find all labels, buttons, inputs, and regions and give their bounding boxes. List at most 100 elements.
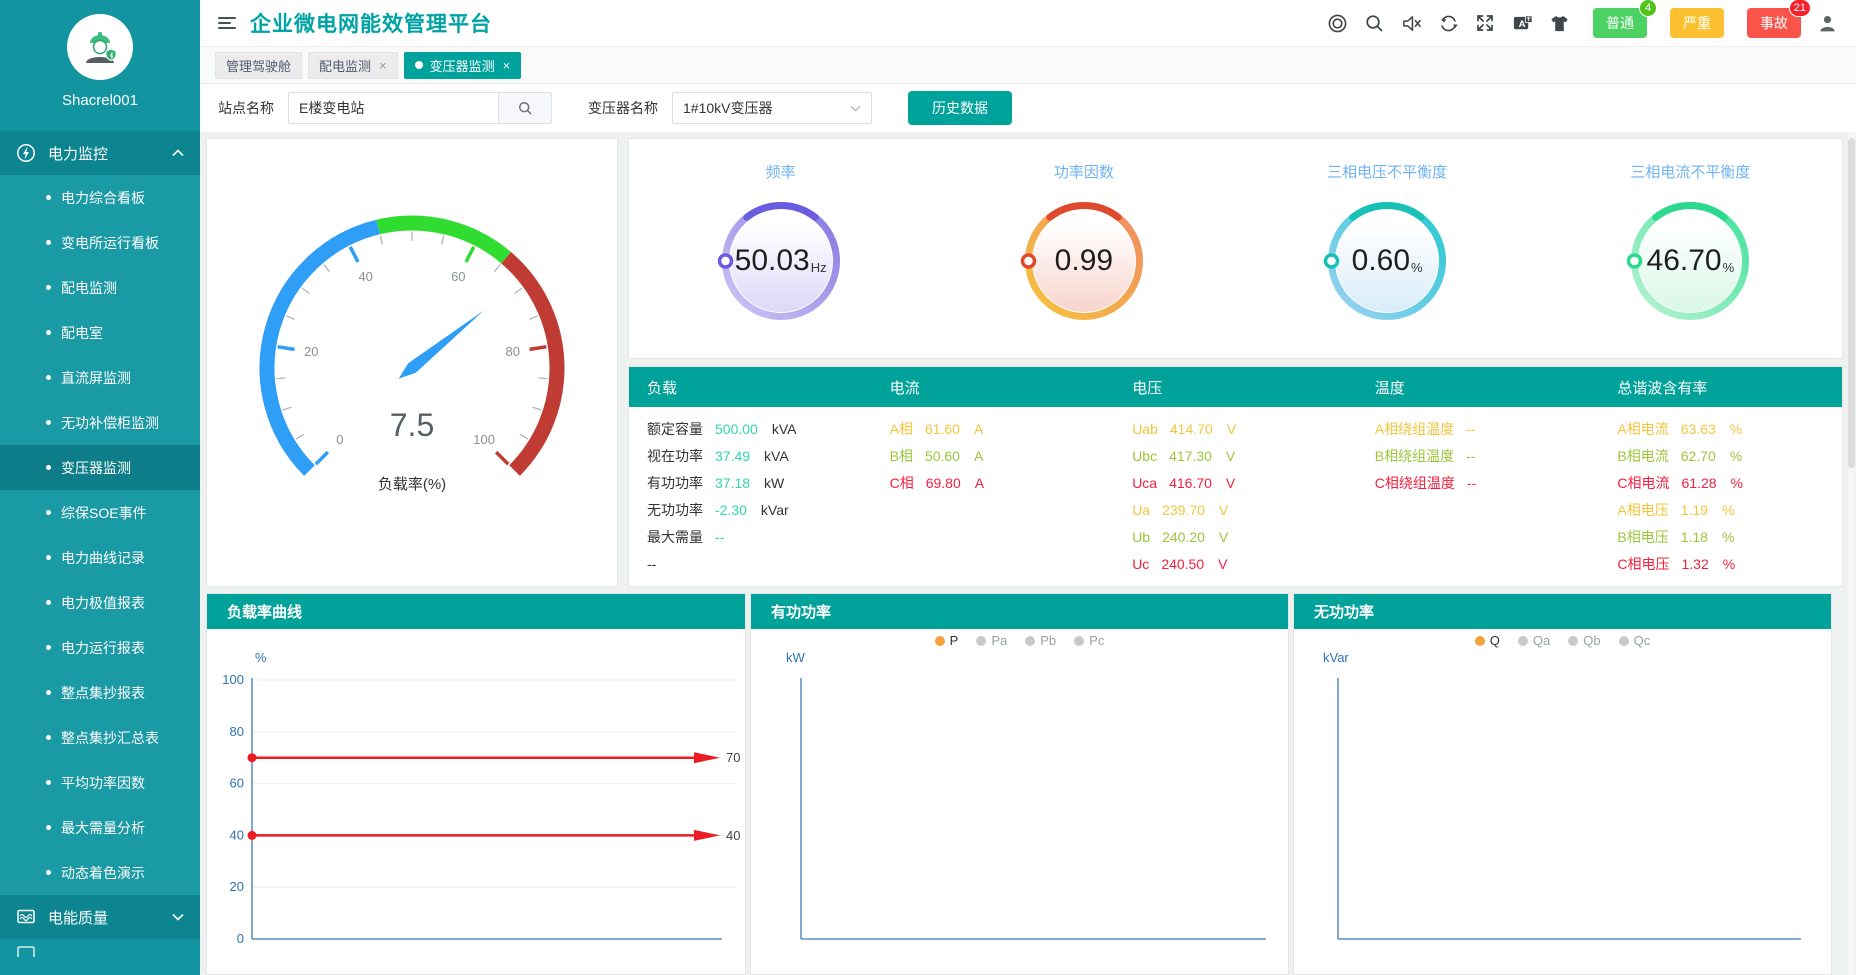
- sidebar-item-0[interactable]: 电力综合看板: [0, 175, 200, 220]
- svg-text:A: A: [1518, 18, 1525, 29]
- sidebar-menu: 电力监控 电力综合看板 变电所运行看板配电监测配电室 直流屏监测 无功补偿柜监测 变压器…: [0, 131, 200, 957]
- search-button[interactable]: [498, 92, 552, 124]
- sidebar-item-label: 电力运行报表: [61, 639, 145, 656]
- target-icon[interactable]: [1326, 12, 1348, 34]
- close-tab-icon[interactable]: ×: [502, 57, 511, 73]
- row-value: --: [1466, 420, 1476, 437]
- table-row: A相电压 1.19%: [1599, 496, 1842, 523]
- alarm-button-severe[interactable]: 严重: [1670, 8, 1724, 38]
- row-unit: V: [1225, 474, 1236, 491]
- column-header-0: 负载: [647, 379, 678, 397]
- kpi-title: 频率: [765, 164, 796, 181]
- avatar-wrap: Shacrel001: [0, 0, 200, 109]
- mute-icon[interactable]: [1400, 12, 1422, 34]
- sidebar-item-10[interactable]: 电力运行报表: [0, 625, 200, 670]
- reactive-power-chart[interactable]: kVar Q Qa Qb Qc: [1294, 629, 1831, 974]
- vertical-scrollbar[interactable]: [1848, 132, 1855, 975]
- sidebar-item-11[interactable]: 整点集抄报表: [0, 670, 200, 715]
- bullet-icon: [46, 735, 51, 740]
- sidebar-item-5[interactable]: 无功补偿柜监测: [0, 400, 200, 445]
- fullscreen-icon[interactable]: [1474, 12, 1496, 34]
- legend-item-P[interactable]: P: [934, 633, 958, 648]
- legend-item-Qb[interactable]: Qb: [1568, 633, 1601, 648]
- sidebar-item-3[interactable]: 配电室: [0, 310, 200, 355]
- refresh-icon[interactable]: [1437, 12, 1459, 34]
- sidebar-item-13[interactable]: 平均功率因数: [0, 760, 200, 805]
- sidebar-item-12[interactable]: 整点集抄汇总表: [0, 715, 200, 760]
- sidebar-item-2[interactable]: 配电监测: [0, 265, 200, 310]
- history-data-button[interactable]: 历史数据: [908, 91, 1012, 125]
- table-row: C相电流 61.28%: [1599, 469, 1842, 496]
- legend-item-Pa[interactable]: Pa: [976, 633, 1007, 648]
- site-name-input[interactable]: [288, 92, 498, 124]
- kpi-ring-gauge: 50.03 Hz: [716, 196, 846, 326]
- svg-text:60: 60: [451, 269, 465, 284]
- svg-text:60: 60: [230, 776, 244, 791]
- alarm-button-accident[interactable]: 事故 21: [1747, 0, 1811, 38]
- avatar[interactable]: [67, 14, 133, 80]
- table-row: C相 69.80 A: [872, 469, 1115, 496]
- legend-label: Pc: [1089, 633, 1105, 648]
- legend-item-Pc[interactable]: Pc: [1074, 633, 1104, 648]
- tab-1[interactable]: 配电监测 ×: [308, 51, 398, 79]
- sidebar-item-label: 配电监测: [61, 279, 117, 296]
- tab-bar: 管理驾驶舱 配电监测 × 变压器监测 ×: [200, 47, 1856, 84]
- sidebar-item-15[interactable]: 动态着色演示: [0, 850, 200, 895]
- scrollbar-thumb[interactable]: [1848, 138, 1855, 468]
- sidebar-item-14[interactable]: 最大需量分析: [0, 805, 200, 850]
- row-unit: V: [1218, 501, 1229, 518]
- sidebar-item-label: 平均功率因数: [61, 774, 145, 791]
- svg-text:80: 80: [230, 724, 244, 739]
- row-value: 61.60: [924, 420, 960, 437]
- legend-item-Pb[interactable]: Pb: [1025, 633, 1056, 648]
- kpi-title: 功率因数: [1053, 164, 1114, 181]
- sidebar-item-6[interactable]: 变压器监测: [0, 445, 200, 490]
- row-value: 50.60: [924, 447, 960, 464]
- sidebar-item-9[interactable]: 电力极值报表: [0, 580, 200, 625]
- kpi-unit: %: [1722, 259, 1735, 275]
- sidebar-group-power-monitoring[interactable]: 电力监控: [0, 131, 200, 175]
- row-label: 无功功率: [647, 501, 703, 518]
- row-unit: %: [1730, 474, 1743, 491]
- kpi-card-3: 三相电压不平衡度 0.60%: [1236, 139, 1539, 358]
- legend-item-Q[interactable]: Q: [1474, 633, 1500, 648]
- kpi-ring-gauge: 46.70%: [1625, 196, 1755, 326]
- alarm-button-normal[interactable]: 普通 4: [1593, 0, 1657, 38]
- sidebar-item-8[interactable]: 电力曲线记录: [0, 535, 200, 580]
- theme-icon[interactable]: [1548, 12, 1570, 34]
- table-row: 额定容量 500.00 kVA: [629, 415, 872, 442]
- transformer-select[interactable]: 1#10kV变压器: [672, 92, 872, 124]
- row-unit: V: [1226, 420, 1237, 437]
- site-name-label: 站点名称: [218, 100, 274, 116]
- row-label: A相: [889, 420, 913, 437]
- chevron-down-icon: [850, 105, 861, 112]
- row-value: 1.32: [1681, 555, 1709, 572]
- translate-icon[interactable]: A: [1511, 12, 1533, 34]
- sidebar-item-1[interactable]: 变电所运行看板: [0, 220, 200, 265]
- sidebar-group-power-quality[interactable]: 电能质量: [0, 895, 200, 939]
- bullet-icon: [46, 330, 51, 335]
- tab-0[interactable]: 管理驾驶舱: [215, 51, 303, 79]
- tab-2[interactable]: 变压器监测 ×: [403, 51, 522, 79]
- hamburger-menu-icon[interactable]: [218, 17, 236, 29]
- table-header-row: 负载 电流 电压 温度 总谐波含有率: [629, 367, 1842, 407]
- search-icon[interactable]: [1363, 12, 1385, 34]
- sidebar-item-7[interactable]: 综保SOE事件: [0, 490, 200, 535]
- legend-item-Qc[interactable]: Qc: [1618, 633, 1650, 648]
- row-unit: %: [1729, 447, 1743, 464]
- load-rate-curve-chart[interactable]: 0 20 40 60 80 100% 70 40: [207, 629, 745, 974]
- user-icon[interactable]: [1816, 12, 1838, 34]
- row-value: 62.70: [1680, 447, 1716, 464]
- svg-text:100: 100: [222, 672, 244, 687]
- close-tab-icon[interactable]: ×: [379, 57, 387, 73]
- svg-text:负载率(%): 负载率(%): [378, 476, 446, 493]
- alarm-button-label: 严重: [1670, 8, 1724, 38]
- bullet-icon: [46, 510, 51, 515]
- table-column-0: 额定容量 500.00 kVA 视在功率 37.49 kVA 有功功率 37.18 kW 无功功率…: [629, 415, 872, 577]
- kpi-ring-gauge: 0.60%: [1322, 196, 1452, 326]
- sidebar-item-4[interactable]: 直流屏监测: [0, 355, 200, 400]
- legend-item-Qa[interactable]: Qa: [1517, 633, 1550, 648]
- active-power-chart[interactable]: kW P Pa Pb Pc: [751, 629, 1288, 974]
- kpi-card-2: 功率因数 0.99: [932, 139, 1235, 358]
- tab-label: 管理驾驶舱: [226, 58, 292, 74]
